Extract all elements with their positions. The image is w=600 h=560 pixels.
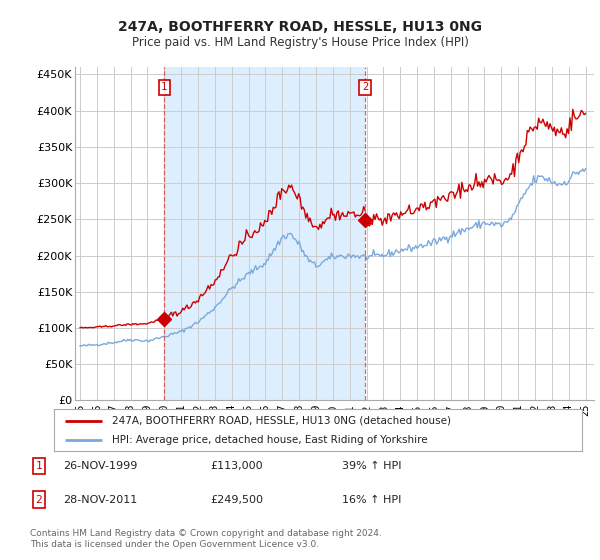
Bar — [164, 67, 365, 400]
Text: £249,500: £249,500 — [210, 494, 263, 505]
Text: Contains HM Land Registry data © Crown copyright and database right 2024.
This d: Contains HM Land Registry data © Crown c… — [30, 529, 382, 549]
Text: 39% ↑ HPI: 39% ↑ HPI — [342, 461, 401, 471]
Text: 1: 1 — [161, 82, 167, 92]
Text: Price paid vs. HM Land Registry's House Price Index (HPI): Price paid vs. HM Land Registry's House … — [131, 36, 469, 49]
Text: 2: 2 — [362, 82, 368, 92]
Text: 2: 2 — [35, 494, 43, 505]
Text: 247A, BOOTHFERRY ROAD, HESSLE, HU13 0NG (detached house): 247A, BOOTHFERRY ROAD, HESSLE, HU13 0NG … — [112, 416, 451, 426]
Text: 26-NOV-1999: 26-NOV-1999 — [63, 461, 137, 471]
Text: £113,000: £113,000 — [210, 461, 263, 471]
Text: 247A, BOOTHFERRY ROAD, HESSLE, HU13 0NG: 247A, BOOTHFERRY ROAD, HESSLE, HU13 0NG — [118, 20, 482, 34]
Text: HPI: Average price, detached house, East Riding of Yorkshire: HPI: Average price, detached house, East… — [112, 435, 428, 445]
Text: 16% ↑ HPI: 16% ↑ HPI — [342, 494, 401, 505]
Text: 28-NOV-2011: 28-NOV-2011 — [63, 494, 137, 505]
Text: 1: 1 — [35, 461, 43, 471]
